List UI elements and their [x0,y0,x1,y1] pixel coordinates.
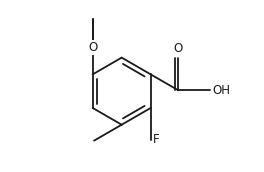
Text: O: O [88,41,97,54]
Text: F: F [153,133,160,146]
Text: O: O [174,42,183,55]
Text: OH: OH [212,84,230,97]
